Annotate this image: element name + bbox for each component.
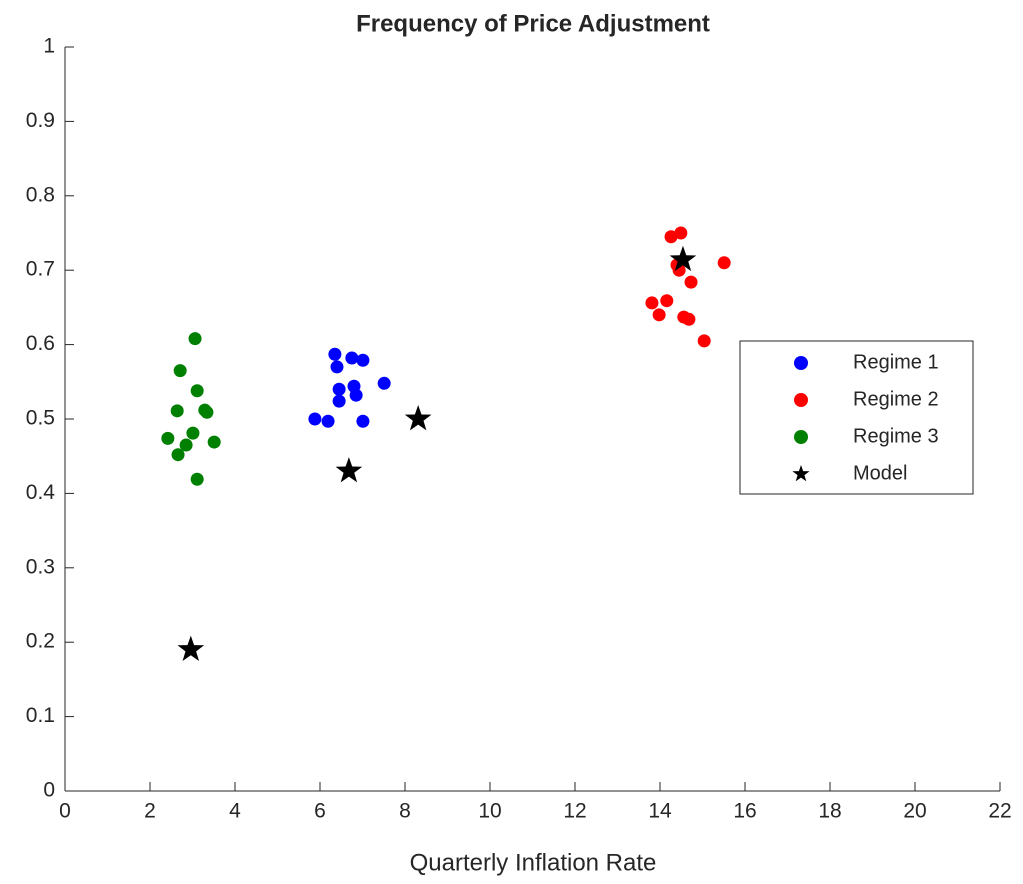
point	[190, 472, 204, 486]
y-tick-label: 0	[43, 779, 55, 802]
point	[321, 414, 335, 428]
legend-marker	[794, 393, 808, 407]
point	[330, 360, 344, 374]
point	[308, 412, 322, 426]
x-tick-label: 18	[818, 800, 841, 823]
point	[186, 426, 200, 440]
legend-box	[739, 340, 974, 495]
point	[356, 414, 370, 428]
y-tick-label: 0.6	[26, 332, 55, 355]
point	[697, 334, 711, 348]
point	[171, 448, 185, 462]
x-tick-label: 4	[229, 800, 241, 823]
point	[170, 404, 184, 418]
legend-label: Regime 2	[853, 388, 939, 410]
point	[672, 263, 686, 277]
point	[652, 308, 666, 322]
x-tick-label: 16	[733, 800, 756, 823]
point	[377, 376, 391, 390]
point	[684, 275, 698, 289]
x-tick-label: 22	[988, 800, 1011, 823]
x-tick-label: 14	[648, 800, 672, 823]
y-tick-label: 0.5	[26, 407, 55, 430]
x-tick-label: 10	[478, 800, 501, 823]
legend-marker	[794, 356, 808, 370]
point	[349, 388, 363, 402]
star-marker	[335, 457, 363, 483]
x-tick-label: 12	[563, 800, 586, 823]
point	[207, 435, 221, 449]
x-tick-label: 20	[903, 800, 926, 823]
y-tick-label: 0.4	[26, 481, 56, 504]
point	[328, 347, 342, 361]
point	[645, 296, 659, 310]
point	[179, 438, 193, 452]
point	[674, 226, 688, 240]
star-marker	[404, 405, 432, 431]
y-tick-label: 0.1	[26, 704, 55, 727]
star-marker	[177, 635, 205, 661]
point	[356, 353, 370, 367]
point	[188, 332, 202, 346]
point	[664, 230, 678, 244]
point	[660, 294, 674, 308]
star-marker	[669, 245, 697, 272]
point	[682, 312, 696, 326]
x-tick-label: 0	[59, 800, 71, 823]
point	[190, 384, 204, 398]
x-tick-label: 8	[399, 800, 411, 823]
point	[161, 431, 175, 445]
point	[173, 364, 187, 378]
x-axis-label: Quarterly Inflation Rate	[410, 849, 657, 876]
legend-label: Model	[853, 462, 907, 484]
y-tick-label: 1	[43, 35, 55, 58]
point	[332, 394, 346, 408]
point	[200, 405, 214, 419]
point	[345, 351, 359, 365]
chart-title: Frequency of Price Adjustment	[356, 10, 710, 37]
y-tick-label: 0.8	[26, 183, 55, 206]
legend-label: Regime 3	[853, 425, 939, 447]
legend-marker	[792, 465, 810, 482]
y-tick-label: 0.7	[26, 258, 55, 281]
y-tick-label: 0.3	[26, 555, 55, 578]
legend-label: Regime 1	[853, 351, 939, 373]
legend-marker	[794, 430, 808, 444]
y-tick-label: 0.9	[26, 109, 55, 132]
y-tick-label: 0.2	[26, 630, 55, 653]
x-tick-label: 6	[314, 800, 326, 823]
point	[332, 382, 346, 396]
point	[717, 256, 731, 270]
x-tick-label: 2	[144, 800, 156, 823]
